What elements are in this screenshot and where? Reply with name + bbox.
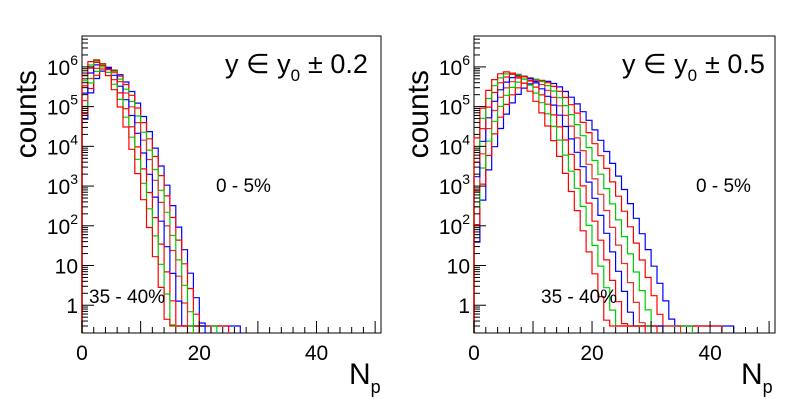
rap-y: y (225, 49, 239, 79)
x-tick-label-2: 40 (305, 342, 328, 365)
y-tick-label-6: 106 (439, 52, 470, 80)
rapidity-annotation: y ∈ y0 ± 0.2 (225, 49, 368, 85)
label-bottom-centrality: 35 - 40% (541, 287, 617, 308)
series-group (81, 59, 241, 333)
x-axis-title-sub: p (763, 377, 773, 397)
label-top-centrality: 0 - 5% (216, 176, 271, 197)
x-axis-title-sub: p (371, 377, 381, 397)
histogram-series-7 (473, 71, 646, 333)
histogram-series-2 (473, 77, 693, 333)
rap-y0: y (674, 49, 688, 79)
y-tick-label-6: 106 (47, 52, 78, 80)
y-axis-title: counts (402, 70, 435, 158)
histogram-series-1 (81, 67, 230, 333)
x-tick-label-1: 20 (188, 342, 211, 365)
y-tick-label-4: 104 (47, 131, 78, 159)
x-tick-label-2: 40 (698, 342, 721, 365)
histogram-series-5 (473, 73, 658, 333)
y-axis-title: counts (10, 70, 43, 158)
y-tick-label-1: 10 (55, 256, 78, 279)
y-tick-label-3: 103 (439, 171, 470, 199)
y-tick-label-3: 103 (47, 171, 78, 199)
y-tick-label-4: 104 (439, 131, 470, 159)
y-tick-label-0: 1 (458, 295, 470, 318)
y-ticks: 1 10 102 103 104 105 106 (439, 35, 486, 334)
y-tick-label-1: 10 (447, 256, 470, 279)
histogram-series-0 (473, 80, 735, 333)
y-tick-label-5: 105 (47, 92, 78, 120)
x-tick-label-1: 20 (580, 342, 603, 365)
x-axis-title-main: N (349, 358, 371, 391)
rap-sub: 0 (688, 66, 697, 85)
x-ticks: 0 20 40 (468, 321, 770, 365)
y-tick-label-2: 102 (47, 211, 78, 239)
right-panel: 1 10 102 103 104 105 106 0 20 40 counts Np y ∈ y… (402, 35, 776, 397)
series-group (473, 71, 735, 333)
histogram-series-6 (473, 72, 652, 333)
rap-y: y (622, 49, 636, 79)
y-tick-label-0: 1 (66, 295, 78, 318)
rapidity-annotation: y ∈ y0 ± 0.5 (622, 49, 765, 85)
histogram-series-1 (473, 79, 723, 333)
x-axis-title: Np (349, 358, 381, 397)
x-ticks: 0 20 40 (76, 321, 376, 365)
y-ticks: 1 10 102 103 104 105 106 (47, 35, 94, 334)
x-axis-title-main: N (741, 358, 763, 391)
rap-y0: y (277, 49, 291, 79)
histogram-series-4 (473, 75, 664, 333)
left-panel: 1 10 102 103 104 105 106 0 20 40 counts Np y ∈ y… (10, 35, 382, 397)
rap-symbol: ∈ (643, 49, 667, 79)
label-bottom-centrality: 35 - 40% (89, 287, 165, 308)
rap-rest: ± 0.2 (308, 49, 368, 79)
rap-rest: ± 0.5 (705, 49, 765, 79)
rap-sub: 0 (291, 66, 300, 85)
y-tick-label-2: 102 (439, 211, 470, 239)
rap-symbol: ∈ (246, 49, 270, 79)
label-top-centrality: 0 - 5% (696, 176, 751, 197)
x-axis-title: Np (741, 358, 773, 397)
x-tick-label-0: 0 (76, 342, 88, 365)
x-tick-label-0: 0 (468, 342, 480, 365)
y-tick-label-5: 105 (439, 92, 470, 120)
histogram-series-7 (81, 59, 189, 333)
